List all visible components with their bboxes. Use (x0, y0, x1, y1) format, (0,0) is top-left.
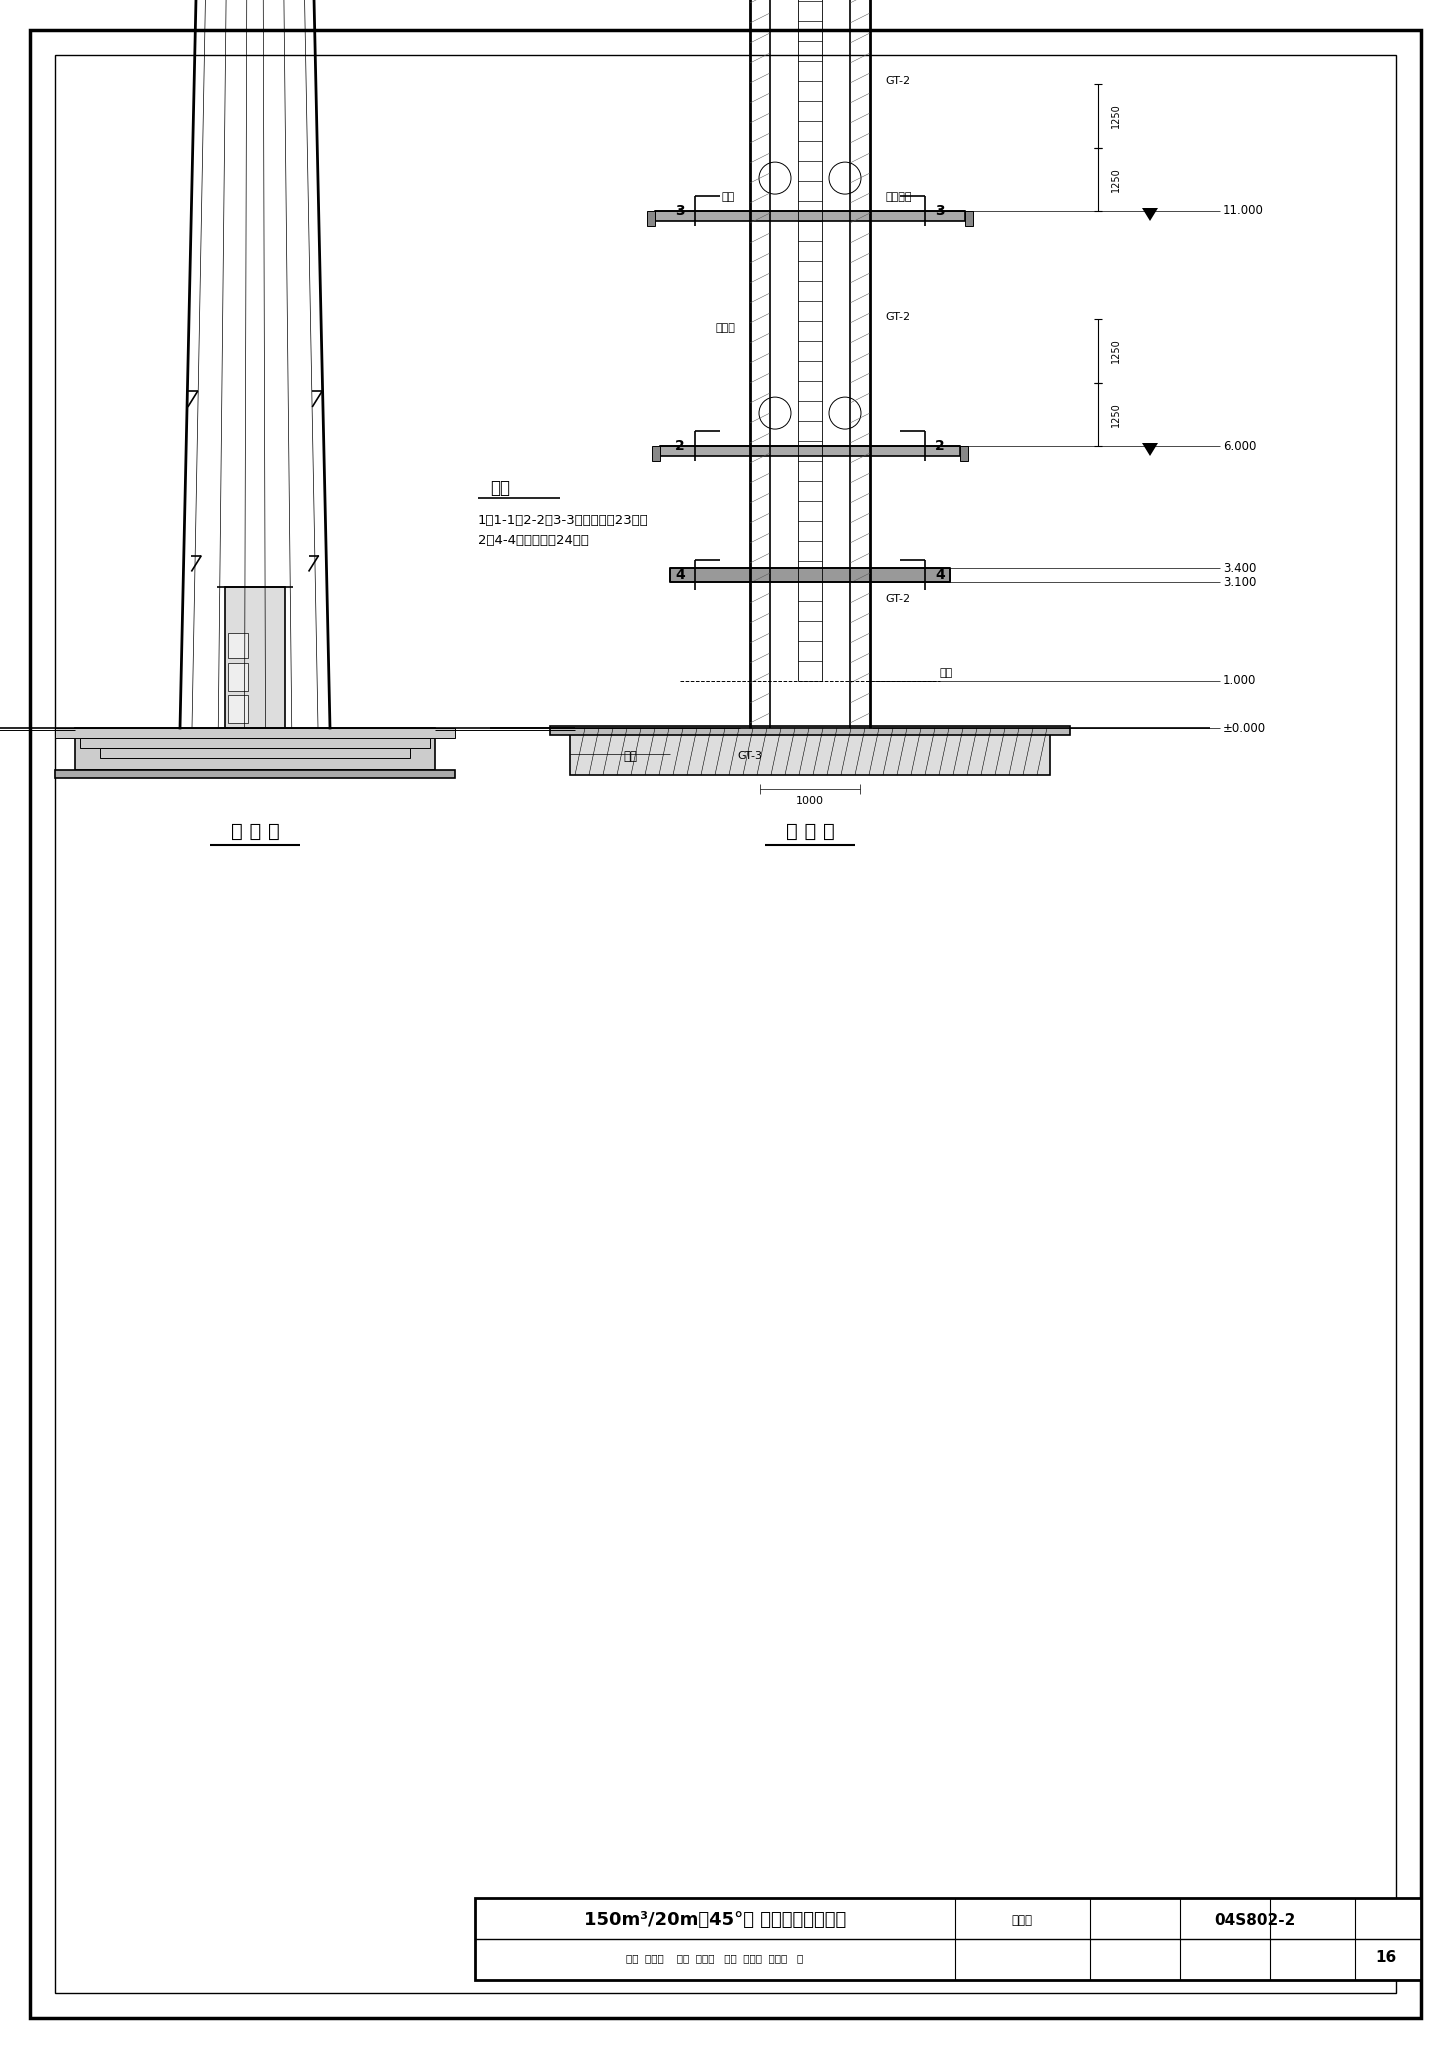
Circle shape (759, 397, 791, 430)
Text: 04S802-2: 04S802-2 (1214, 1913, 1296, 1927)
Text: 150m³/20m（45°） 水塔立面、剑面图: 150m³/20m（45°） 水塔立面、剑面图 (583, 1911, 846, 1929)
Text: 1、1-1、2-2、3-3剑面详见第23页。: 1、1-1、2-2、3-3剑面详见第23页。 (477, 514, 649, 526)
Text: GT-2: GT-2 (885, 311, 910, 322)
Bar (570, 727, 1051, 774)
Bar (228, 633, 248, 657)
Text: 审核  田衡石    校对  陈量声   设计  王韦峰  汪沪宁   页: 审核 田衡石 校对 陈量声 设计 王韦峰 汪沪宁 页 (627, 1954, 804, 1962)
Bar (75, 727, 435, 770)
Text: 基础: 基础 (622, 750, 637, 762)
Text: 2: 2 (675, 438, 685, 453)
Text: 1250: 1250 (1111, 401, 1122, 426)
Text: 1250: 1250 (1111, 104, 1122, 129)
Text: 6.000: 6.000 (1223, 440, 1257, 453)
Text: 图集号: 图集号 (1011, 1913, 1033, 1927)
Polygon shape (1142, 209, 1158, 221)
Text: 16: 16 (1376, 1950, 1397, 1966)
Text: 1.000: 1.000 (1223, 674, 1257, 688)
Bar (965, 211, 974, 225)
Text: 3: 3 (675, 205, 685, 217)
Text: 支赟: 支赟 (721, 193, 736, 203)
Text: 盖水: 盖水 (940, 668, 953, 678)
Bar (228, 694, 248, 723)
Text: 4: 4 (675, 567, 685, 582)
Bar (961, 446, 968, 461)
Text: 1250: 1250 (1111, 338, 1122, 362)
Text: 1250: 1250 (1111, 166, 1122, 193)
Text: 3: 3 (936, 205, 945, 217)
Circle shape (829, 162, 860, 195)
Bar (660, 446, 961, 457)
Text: ±0.000: ±0.000 (1223, 721, 1267, 735)
Text: 立 面 图: 立 面 图 (231, 821, 280, 842)
Bar (550, 727, 1069, 735)
Bar (225, 588, 284, 727)
Text: 2、4-4剑面详见第24页。: 2、4-4剑面详见第24页。 (477, 532, 589, 547)
Polygon shape (1142, 442, 1158, 457)
Bar (647, 211, 654, 225)
Text: 3.400: 3.400 (1223, 561, 1257, 575)
Text: 3.100: 3.100 (1223, 575, 1257, 590)
Bar (55, 770, 456, 778)
Circle shape (829, 397, 860, 430)
Text: GT-2: GT-2 (885, 76, 910, 86)
Circle shape (759, 162, 791, 195)
Bar (80, 737, 429, 748)
Bar (100, 748, 411, 758)
Bar (228, 664, 248, 690)
Text: 2: 2 (934, 438, 945, 453)
Text: 采光管: 采光管 (715, 324, 736, 334)
Bar (651, 446, 660, 461)
Text: 4: 4 (934, 567, 945, 582)
Text: 休息平台: 休息平台 (885, 193, 911, 203)
Text: 剑 面 图: 剑 面 图 (785, 821, 834, 842)
Bar (474, 1898, 1421, 1980)
Text: GT-3: GT-3 (737, 752, 762, 762)
Bar (654, 211, 965, 221)
Text: GT-2: GT-2 (885, 594, 910, 604)
Text: 说明: 说明 (490, 479, 509, 498)
Bar (670, 567, 950, 582)
Bar (55, 727, 456, 737)
Text: 11.000: 11.000 (1223, 205, 1264, 217)
Text: 1000: 1000 (797, 797, 824, 807)
